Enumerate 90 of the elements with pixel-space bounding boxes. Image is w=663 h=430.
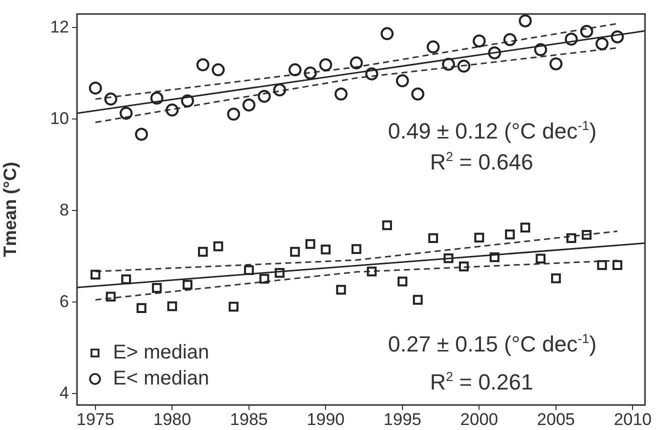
point <box>520 222 530 232</box>
point <box>352 244 362 254</box>
point <box>580 24 594 38</box>
point <box>167 301 178 312</box>
point <box>181 94 194 108</box>
point <box>120 106 133 120</box>
point <box>290 246 300 257</box>
point <box>505 230 515 240</box>
point <box>596 37 609 50</box>
y-tick-label: 12 <box>50 17 69 36</box>
point <box>198 246 208 257</box>
point <box>182 280 192 290</box>
x-tick-label: 2010 <box>614 410 652 429</box>
point <box>411 88 424 101</box>
point <box>334 88 348 101</box>
point <box>227 108 240 121</box>
point <box>274 268 285 278</box>
point <box>490 252 500 262</box>
x-tick-label: 1980 <box>153 410 192 429</box>
x-tick-label: 2000 <box>460 410 498 429</box>
legend-label: E< median <box>113 368 210 390</box>
x-tick-label: 1985 <box>230 410 268 429</box>
point <box>474 232 484 243</box>
point <box>518 14 532 28</box>
point <box>166 104 179 117</box>
y-tick-label: 10 <box>50 108 69 128</box>
annotation: 0.27 ± 0.15 (°C dec$^{-1}$) <box>388 331 597 356</box>
y-axis-title: Tmean (°C) <box>0 162 20 258</box>
point <box>503 33 516 46</box>
point <box>458 262 469 272</box>
point <box>582 230 592 240</box>
point <box>549 57 562 70</box>
point <box>597 260 607 270</box>
point <box>566 233 576 243</box>
point <box>259 274 270 284</box>
point <box>534 43 548 56</box>
legend-label: E> median <box>113 342 210 364</box>
point <box>104 92 118 106</box>
annotation: R$^{2}$ = 0.646 <box>430 149 534 174</box>
point <box>398 276 408 286</box>
point <box>134 128 148 141</box>
point <box>366 266 377 276</box>
point <box>106 292 116 302</box>
point <box>365 67 378 80</box>
x-tick-label: 1975 <box>76 410 114 429</box>
x-tick-label: 2005 <box>537 410 575 429</box>
point <box>305 239 316 249</box>
point <box>242 98 256 112</box>
x-tick-label: 1995 <box>384 410 422 429</box>
point <box>412 294 423 305</box>
point <box>350 56 363 70</box>
point <box>472 34 486 48</box>
point <box>610 30 624 44</box>
point <box>319 58 332 72</box>
point <box>212 63 225 76</box>
point <box>380 27 394 40</box>
y-tick-label: 4 <box>60 383 69 402</box>
point <box>258 90 271 103</box>
point <box>428 233 438 243</box>
point <box>442 58 456 71</box>
point <box>382 220 392 230</box>
point <box>88 82 102 95</box>
point <box>612 260 622 270</box>
point <box>444 253 454 264</box>
point <box>228 302 238 312</box>
annotation: 0.49 ± 0.12 (°C dec$^{-1}$) <box>388 118 597 144</box>
point <box>196 58 210 72</box>
point <box>396 74 409 88</box>
point <box>551 273 561 284</box>
x-tick-label: 1990 <box>306 410 345 429</box>
point <box>152 283 162 293</box>
point <box>121 274 132 284</box>
point <box>488 46 502 60</box>
y-tick-label: 8 <box>60 200 69 220</box>
point <box>304 66 317 80</box>
point <box>536 254 546 264</box>
point <box>213 241 224 252</box>
point <box>273 83 286 96</box>
point <box>150 92 164 105</box>
point <box>136 303 146 313</box>
point <box>320 244 331 254</box>
point <box>90 270 100 280</box>
annotation: R$^{2}$ = 0.261 <box>430 369 534 394</box>
y-tick-label: 6 <box>60 292 69 311</box>
point <box>288 63 302 76</box>
point <box>336 284 346 295</box>
point <box>457 60 470 73</box>
point <box>564 32 578 46</box>
point <box>244 265 254 275</box>
point <box>426 40 440 54</box>
